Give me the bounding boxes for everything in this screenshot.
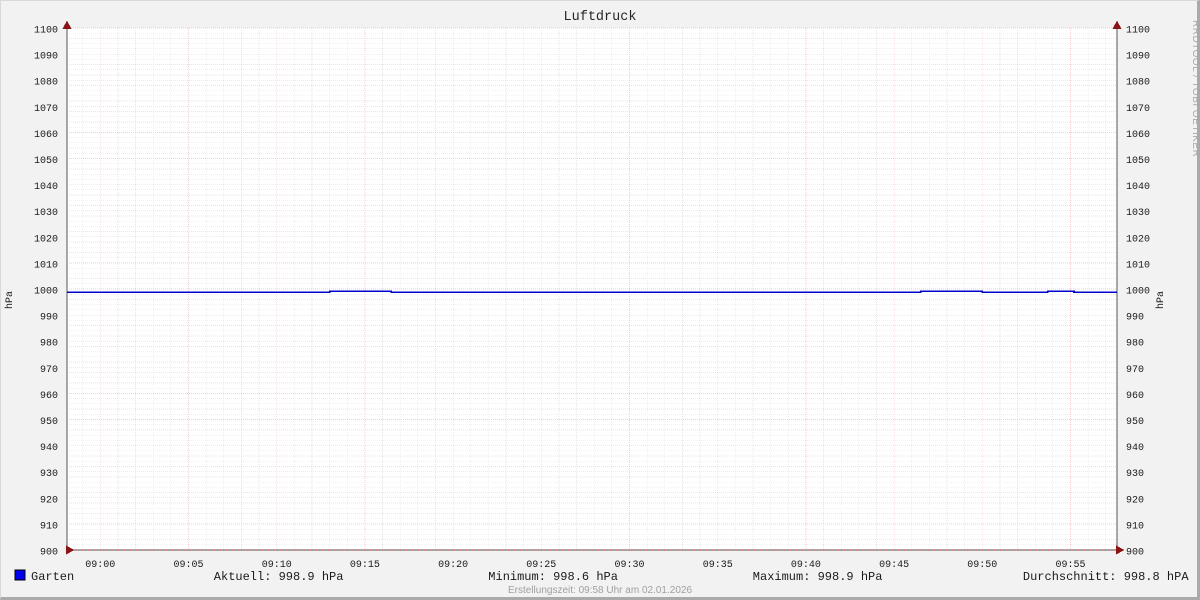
svg-text:1050: 1050 bbox=[34, 156, 58, 167]
svg-text:1040: 1040 bbox=[34, 182, 58, 193]
svg-text:1020: 1020 bbox=[1126, 234, 1150, 245]
svg-text:930: 930 bbox=[40, 469, 58, 480]
svg-text:Garten: Garten bbox=[31, 570, 74, 584]
svg-text:900: 900 bbox=[1126, 548, 1144, 559]
svg-text:980: 980 bbox=[1126, 339, 1144, 350]
svg-text:Minimum: 998.6 hPa: Minimum: 998.6 hPa bbox=[488, 570, 618, 584]
svg-text:1000: 1000 bbox=[34, 287, 58, 298]
svg-text:1060: 1060 bbox=[34, 130, 58, 141]
svg-text:09:50: 09:50 bbox=[967, 560, 997, 571]
svg-text:09:15: 09:15 bbox=[350, 560, 380, 571]
svg-text:1080: 1080 bbox=[1126, 78, 1150, 89]
svg-text:Erstellungszeit: 09:58 Uhr am: Erstellungszeit: 09:58 Uhr am 02.01.2026 bbox=[508, 585, 692, 596]
svg-text:900: 900 bbox=[40, 548, 58, 559]
svg-text:1090: 1090 bbox=[1126, 52, 1150, 63]
svg-text:09:35: 09:35 bbox=[703, 560, 733, 571]
svg-text:1050: 1050 bbox=[1126, 156, 1150, 167]
svg-text:hPa: hPa bbox=[1155, 291, 1167, 309]
svg-text:970: 970 bbox=[40, 365, 58, 376]
svg-text:Luftdruck: Luftdruck bbox=[564, 10, 637, 25]
svg-text:09:05: 09:05 bbox=[173, 560, 203, 571]
svg-text:1070: 1070 bbox=[34, 104, 58, 115]
svg-text:990: 990 bbox=[40, 313, 58, 324]
svg-text:950: 950 bbox=[40, 417, 58, 428]
svg-text:930: 930 bbox=[1126, 469, 1144, 480]
svg-text:960: 960 bbox=[40, 391, 58, 402]
svg-text:1020: 1020 bbox=[34, 234, 58, 245]
svg-text:910: 910 bbox=[40, 521, 58, 532]
svg-text:1090: 1090 bbox=[34, 52, 58, 63]
svg-text:1100: 1100 bbox=[34, 26, 58, 37]
svg-text:09:00: 09:00 bbox=[85, 560, 115, 571]
svg-text:1060: 1060 bbox=[1126, 130, 1150, 141]
svg-text:1010: 1010 bbox=[1126, 260, 1150, 271]
svg-text:09:30: 09:30 bbox=[614, 560, 644, 571]
svg-text:1030: 1030 bbox=[34, 208, 58, 219]
svg-text:960: 960 bbox=[1126, 391, 1144, 402]
svg-text:hPa: hPa bbox=[4, 291, 16, 309]
svg-text:1070: 1070 bbox=[1126, 104, 1150, 115]
svg-text:940: 940 bbox=[40, 443, 58, 454]
svg-text:09:45: 09:45 bbox=[879, 560, 909, 571]
svg-text:RRDTOOL / TOBI OETIKER: RRDTOOL / TOBI OETIKER bbox=[1190, 20, 1200, 157]
svg-text:09:20: 09:20 bbox=[438, 560, 468, 571]
svg-text:910: 910 bbox=[1126, 521, 1144, 532]
svg-text:1000: 1000 bbox=[1126, 287, 1150, 298]
svg-text:1040: 1040 bbox=[1126, 182, 1150, 193]
svg-text:Aktuell: 998.9 hPa: Aktuell: 998.9 hPa bbox=[214, 570, 344, 584]
svg-text:Durchschnitt: 998.8 hPA: Durchschnitt: 998.8 hPA bbox=[1023, 570, 1189, 584]
svg-text:1030: 1030 bbox=[1126, 208, 1150, 219]
svg-text:980: 980 bbox=[40, 339, 58, 350]
svg-text:1100: 1100 bbox=[1126, 26, 1150, 37]
svg-text:940: 940 bbox=[1126, 443, 1144, 454]
svg-text:990: 990 bbox=[1126, 313, 1144, 324]
svg-text:Maximum: 998.9 hPa: Maximum: 998.9 hPa bbox=[753, 570, 883, 584]
svg-text:920: 920 bbox=[1126, 495, 1144, 506]
svg-text:970: 970 bbox=[1126, 365, 1144, 376]
svg-text:1010: 1010 bbox=[34, 260, 58, 271]
svg-text:950: 950 bbox=[1126, 417, 1144, 428]
svg-text:920: 920 bbox=[40, 495, 58, 506]
svg-text:1080: 1080 bbox=[34, 78, 58, 89]
